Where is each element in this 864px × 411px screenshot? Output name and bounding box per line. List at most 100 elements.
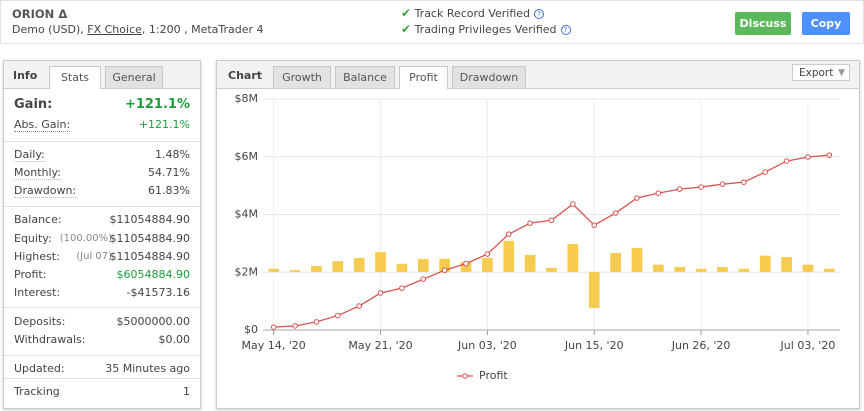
bar: [802, 264, 814, 272]
bar: [610, 253, 621, 272]
point: [313, 319, 320, 325]
bar: [482, 257, 493, 272]
point: [270, 324, 277, 330]
point: [655, 190, 662, 196]
export-button[interactable]: Export ▼: [792, 64, 850, 81]
point: [698, 184, 704, 190]
bar: [268, 268, 280, 272]
copy-button[interactable]: Copy: [802, 12, 850, 35]
panel-heading: Info: [13, 69, 38, 82]
bar: [289, 270, 301, 272]
stat-value: $11054884.90: [109, 232, 190, 245]
stat-row: Deposits: $5000000.00: [14, 314, 190, 330]
point: [805, 154, 811, 160]
point: [548, 217, 555, 224]
point: [612, 210, 619, 216]
bar: [311, 266, 322, 272]
account-type: Demo (USD),: [12, 23, 84, 36]
stat-value: 1.48%: [155, 148, 190, 161]
point: [484, 251, 491, 257]
x-tick-label: Jun 15, '20: [564, 339, 624, 352]
x-tick-label: May 14, '20: [242, 339, 306, 352]
stat-label: Withdrawals:: [14, 333, 86, 346]
stat-row: Highest: (Jul 07) $11054884.90: [14, 249, 190, 265]
stat-note: (100.00%): [59, 233, 112, 244]
broker-link[interactable]: FX Choice: [87, 23, 142, 36]
bar: [417, 258, 429, 272]
export-label: Export: [799, 67, 834, 79]
point: [399, 285, 405, 291]
stat-label: Monthly:: [14, 166, 61, 180]
y-tick-label: $6M: [235, 150, 259, 163]
chart: $0 $2M $4M $6M $8M May 14, '20 May 21, '20 Jun …: [235, 92, 840, 382]
bar: [695, 268, 707, 272]
y-tick-label: $0: [244, 323, 258, 336]
point: [634, 195, 640, 201]
legend-swatch: [462, 373, 468, 379]
tab[interactable]: Growth: [273, 66, 331, 88]
point: [826, 152, 833, 158]
stat-value: 54.71%: [148, 166, 190, 179]
panel-heading: Chart: [228, 69, 263, 82]
tab[interactable]: Profit: [399, 66, 448, 89]
point: [762, 169, 769, 175]
stat-value: $11054884.90: [109, 250, 190, 263]
help-icon[interactable]: ?: [560, 25, 571, 35]
help-icon[interactable]: ?: [534, 9, 545, 19]
bar: [717, 266, 728, 272]
point: [505, 231, 512, 237]
stat-label: Gain:: [14, 97, 53, 112]
stat-row: Interest: -$41573.16: [14, 285, 190, 301]
bar: [375, 252, 386, 272]
stat-value: $0.00: [158, 333, 191, 346]
stat-label: Abs. Gain:: [14, 118, 71, 132]
header: ORION Δ Demo (USD), FX Choice, 1:200 , M…: [0, 0, 864, 44]
legend-label: Profit: [479, 369, 508, 382]
bar: [631, 248, 643, 272]
stat-value: $6054884.90: [116, 268, 190, 281]
point: [783, 158, 790, 164]
bar: [332, 261, 344, 272]
bar: [396, 263, 408, 272]
stat-label: Tracking: [14, 385, 60, 398]
bar: [738, 268, 750, 272]
separator: [4, 378, 200, 379]
stat-row: Monthly: 54.71%: [14, 165, 190, 181]
stat-label: Profit:: [14, 268, 47, 281]
point: [741, 179, 747, 185]
point: [527, 220, 533, 226]
stat-row: Gain: +121.1%: [14, 97, 190, 113]
stat-value: +121.1%: [138, 118, 190, 131]
verified-text: Trading Privileges Verified: [414, 23, 557, 36]
separator: [4, 206, 200, 207]
bar: [460, 262, 472, 272]
point: [591, 222, 598, 228]
point: [441, 267, 448, 274]
stat-row: Balance: $11054884.90: [14, 212, 190, 228]
tab-bar: Info Stats General: [4, 61, 200, 89]
point: [377, 290, 384, 296]
tab[interactable]: General: [105, 66, 163, 88]
stat-row: Profit: $6054884.90: [14, 267, 190, 283]
stat-value: -$41573.16: [126, 286, 190, 299]
info-panel: Info Stats General Gain: +121.1% Abs. Gain…: [3, 60, 201, 409]
point: [334, 312, 341, 319]
bar: [759, 255, 771, 272]
discuss-button[interactable]: Discuss: [735, 12, 791, 35]
bar: [567, 243, 579, 272]
stat-label: Highest:: [14, 250, 60, 263]
chart-panel: Chart Growth Balance Profit Drawdown Exp…: [216, 60, 860, 409]
tab[interactable]: Stats: [49, 66, 101, 89]
point: [292, 323, 298, 329]
tab[interactable]: Drawdown: [452, 66, 526, 88]
point: [463, 260, 469, 267]
stat-label: Daily:: [14, 148, 45, 162]
bar: [524, 254, 536, 272]
stat-row: Updated: 35 Minutes ago: [14, 361, 190, 377]
stat-label: Equity:: [14, 232, 52, 245]
bar: [503, 240, 515, 272]
tab[interactable]: Balance: [335, 66, 395, 88]
account-title: ORION Δ: [12, 7, 68, 21]
verified-text: Track Record Verified: [414, 7, 531, 20]
